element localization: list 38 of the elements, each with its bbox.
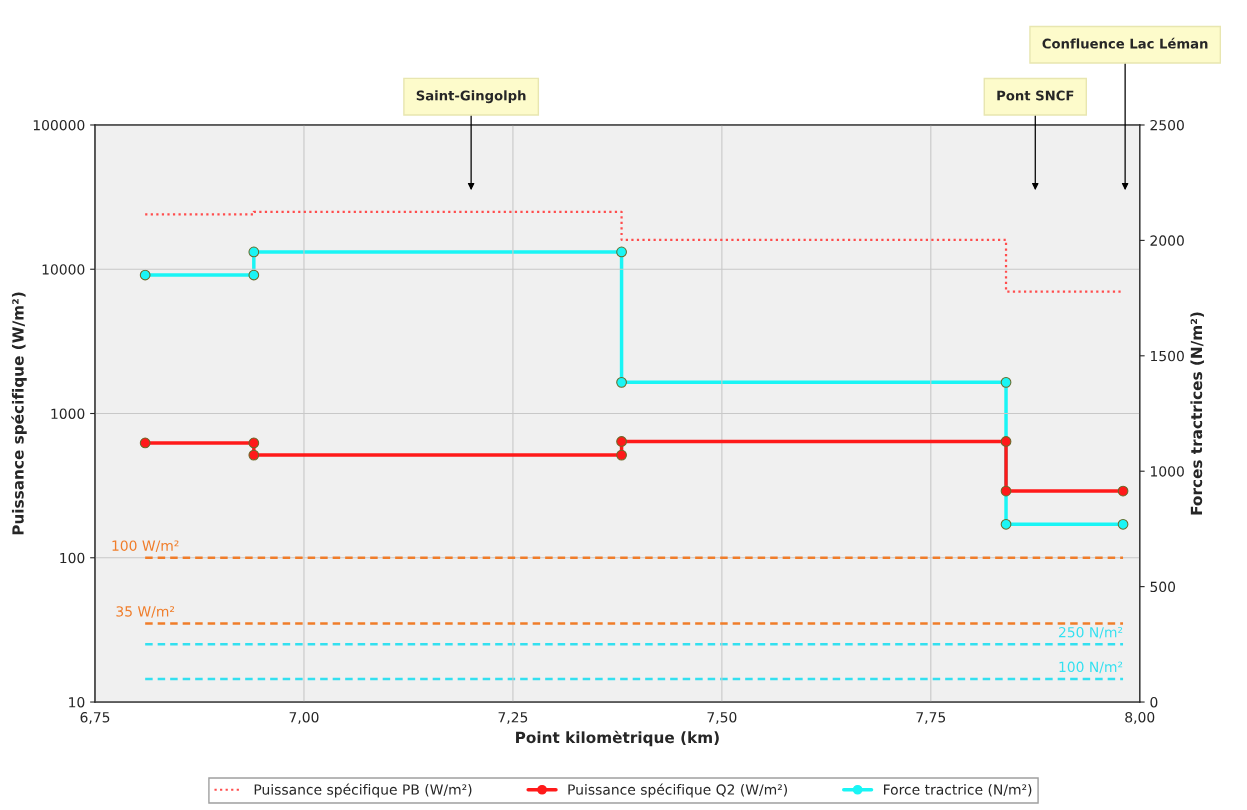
x-tick-label: 7,25 bbox=[498, 711, 528, 724]
text: Saint-Gingolph bbox=[416, 90, 526, 104]
ref-line-label: 100 N/m² bbox=[1059, 661, 1123, 674]
y-tick-label: 100 bbox=[60, 552, 85, 564]
point bbox=[1000, 485, 1012, 497]
point bbox=[1000, 436, 1012, 447]
y-tick-label: 10000 bbox=[42, 264, 85, 275]
point bbox=[616, 449, 627, 461]
text: Pont SNCF bbox=[997, 90, 1074, 101]
ref-line-label: 100 W/m² bbox=[112, 540, 179, 552]
legend-label: Force tractrice (N/m²) bbox=[884, 784, 1032, 797]
point bbox=[139, 437, 151, 449]
text: Confluence Lac Léman bbox=[1042, 37, 1208, 49]
point bbox=[248, 449, 260, 461]
x-tick-label: 8,00 bbox=[1125, 711, 1155, 724]
point bbox=[1117, 485, 1129, 497]
ref-line-label: 35 W/m² bbox=[116, 606, 175, 618]
point bbox=[616, 436, 627, 447]
ref-line-label: 250 N/m² bbox=[1058, 626, 1123, 639]
y2-tick-label: 0 bbox=[1150, 697, 1158, 708]
y2-axis-title: Forces tractrices (N/m²) bbox=[1190, 312, 1205, 515]
x-tick-label: 7,75 bbox=[916, 712, 946, 724]
x-tick-label: 7,00 bbox=[289, 711, 319, 724]
legend-label: Puissance spécifique PB (W/m²) bbox=[254, 783, 472, 798]
point bbox=[248, 437, 260, 449]
legend-label: Puissance spécifique Q2 (W/m²) bbox=[568, 783, 787, 798]
y2-tick-label: 2500 bbox=[1150, 119, 1184, 131]
y-axis-title: Puissance spécifique (W/m²) bbox=[11, 292, 27, 535]
y2-tick-label: 2000 bbox=[1150, 235, 1184, 246]
y2-tick-label: 1500 bbox=[1151, 350, 1184, 362]
x-axis-title: Point kilomètrique (km) bbox=[516, 730, 719, 747]
y2-tick-label: 1000 bbox=[1151, 466, 1184, 477]
y2-tick-label: 500 bbox=[1150, 581, 1176, 593]
y-tick-label: 1000 bbox=[51, 408, 85, 419]
y-tick-label: 10 bbox=[69, 697, 85, 708]
x-tick-label: 6,75 bbox=[80, 711, 110, 724]
x-tick-label: 7,50 bbox=[707, 711, 737, 724]
y-tick-label: 100000 bbox=[33, 119, 85, 131]
